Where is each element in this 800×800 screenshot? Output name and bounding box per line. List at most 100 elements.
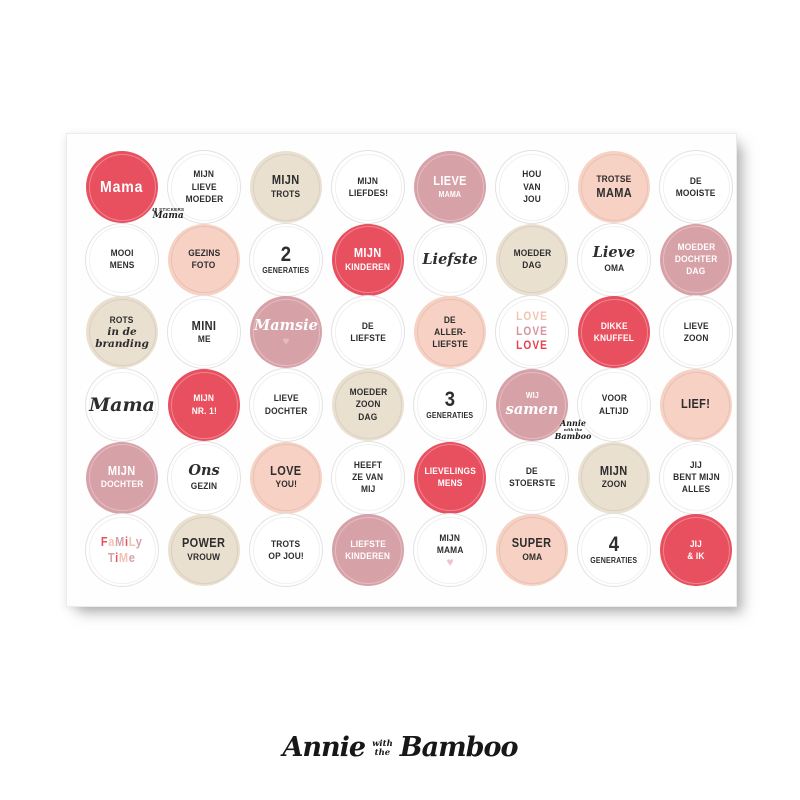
sticker-text-line: DE	[690, 175, 702, 187]
sticker-text-line: ALLES	[681, 484, 711, 496]
sticker-text-line: LOVE	[270, 463, 302, 478]
sticker-lievelings-mens: LIEVELINGS MENS	[414, 441, 486, 514]
sticker-text-line: MIJN	[439, 532, 461, 544]
sticker-text-line: KINDEREN	[345, 261, 391, 273]
sticker-4-generaties: 4 GENERATIES	[578, 514, 650, 587]
sticker-power-vrouw: POWER VROUW	[168, 514, 240, 587]
sticker-text-line: LIEFSTE	[432, 339, 468, 351]
sticker-text-line: TROTSE	[596, 174, 632, 186]
sticker-text-line: ZOON	[683, 332, 709, 344]
sticker-text-line: ME	[197, 334, 211, 346]
sticker-text-line: LIEVE	[683, 320, 709, 332]
sticker-text-line: TROTS	[271, 538, 301, 550]
sticker-text-line: LIEVE	[433, 173, 467, 188]
sticker-mijn-trots: MIJN TROTS	[250, 151, 322, 224]
mini-signature-annie: Annie	[560, 418, 586, 428]
sticker-love-love-love: LOVE LOVE LOVE	[496, 296, 568, 369]
sticker-text-line: FaMiLy	[101, 535, 143, 550]
sticker-text-line: branding	[95, 338, 149, 351]
sticker-text-line: ALLER-	[434, 326, 466, 338]
sticker-text-line: JOU	[523, 193, 541, 205]
sticker-text-line: & IK	[687, 550, 705, 562]
sticker-jij-en-ik: JIJ & IK	[660, 514, 732, 587]
sticker-lieve-dochter: LIEVE DOCHTER	[250, 369, 322, 442]
brand-name-annie: Annie	[282, 731, 366, 763]
sticker-text-line: MOEDER	[513, 248, 551, 260]
sticker-text-line: Ons	[188, 462, 220, 480]
sticker-ons-gezin: Ons GEZIN	[168, 441, 240, 514]
sticker-mijn-mama: MIJN MAMA ♥	[414, 514, 486, 587]
sticker-text-line: LIEVELINGS	[424, 465, 476, 477]
sticker-text-line: LIEVE	[191, 181, 217, 193]
sticker-text-line: ZOON	[601, 479, 627, 491]
sticker-moeder-zoon-dag: MOEDER ZOON DAG	[332, 369, 404, 442]
sticker-text-line: MIJN	[600, 463, 628, 478]
brand-logo: Annie with the Bamboo	[0, 724, 800, 770]
sticker-de-stoerste: DE STOERSTE	[496, 441, 568, 514]
sticker-text-line: LIEVE	[273, 393, 299, 405]
sticker-text-line: MIJ	[360, 484, 376, 496]
sticker-text-line: DIKKE	[600, 320, 628, 332]
sticker-text-line: LOVE	[516, 310, 548, 323]
sticker-text-line: MAMA	[438, 189, 462, 199]
sticker-liefste-kinderen: LIEFSTE KINDEREN	[332, 514, 404, 587]
sticker-text-line: DAG	[358, 411, 378, 423]
sticker-text-line: GEZIN	[190, 480, 218, 492]
sticker-mijn-kinderen: MIJN KINDEREN	[332, 223, 404, 296]
sticker-text-line: 2	[280, 242, 292, 266]
sticker-text-line: LOVE	[516, 340, 548, 353]
sticker-mijn-zoon: MIJN ZOON	[578, 441, 650, 514]
sticker-text-line: HEEFT	[353, 459, 383, 471]
sticker-text-line: MIJN	[272, 173, 300, 188]
sticker-text-line: ♥	[282, 333, 290, 348]
sticker-super-oma: SUPER OMA	[496, 514, 568, 587]
sticker-de-mooiste: DE MOOISTE	[660, 151, 732, 224]
sticker-mama: Mama	[86, 151, 158, 224]
sticker-text-line: SUPER	[512, 536, 552, 551]
brand-name-bamboo: Bamboo	[399, 731, 519, 763]
sticker-text-line: MIJN	[193, 393, 215, 405]
sticker-text-line: DOCHTER	[674, 254, 718, 266]
sticker-text-line: NR. 1!	[191, 405, 217, 417]
mini-signature-bamboo: Bamboo	[554, 431, 592, 442]
sticker-text-line: DE	[526, 465, 538, 477]
sticker-text-line: Liefste	[422, 250, 478, 268]
sticker-de-liefste: DE LIEFSTE	[332, 296, 404, 369]
sticker-heeft-ze-van-mij: HEEFT ZE VAN MIJ	[332, 441, 404, 514]
sticker-mijn-dochter: MIJN DOCHTER	[86, 441, 158, 514]
brand-name-with-the: with the	[372, 740, 393, 758]
sticker-text-line: MENS	[109, 260, 135, 272]
sticker-text-line: KNUFFEL	[593, 332, 635, 344]
sticker-text-line: DE	[362, 320, 374, 332]
sticker-text-line: MOEDER	[185, 193, 223, 205]
sticker-text-line: Mama	[100, 178, 144, 196]
sticker-text-line: GENERATIES	[426, 411, 474, 421]
sticker-text-line: 3	[444, 388, 456, 412]
sticker-trotse-mama: TROTSE MAMA	[578, 151, 650, 224]
sticker-3-generaties: 3 GENERATIES	[414, 369, 486, 442]
sticker-text-line: YOU!	[275, 479, 297, 491]
sticker-text-line: MOEDER	[349, 387, 387, 399]
sticker-text-line: LIEF!	[681, 397, 711, 412]
sticker-sheet: Mama MIJN LIEVE MOEDER MIJN TROTS MIJN LIEFDES!…	[66, 133, 737, 607]
sticker-text-line: VAN	[523, 181, 541, 193]
sticker-trots-op-jou: TROTS OP JOU!	[250, 514, 322, 587]
sticker-liefste: Liefste	[414, 223, 486, 296]
sticker-text-line: WIJ	[525, 391, 539, 401]
sticker-text-line: OMA	[603, 263, 625, 275]
sticker-family-time: FaMiLy TiMe	[86, 514, 158, 587]
sheet-count-label: 48 STICKERS Mama	[152, 207, 184, 221]
sticker-text-line: OMA	[521, 552, 543, 564]
sticker-text-line: FOTO	[192, 260, 216, 272]
sticker-text-line: GENERATIES	[262, 265, 310, 275]
sticker-text-line: MIJN	[108, 463, 136, 478]
sticker-mama-script: Mama	[86, 369, 158, 442]
sticker-grid: Mama MIJN LIEVE MOEDER MIJN TROTS MIJN LIEFDES!…	[81, 151, 737, 587]
sticker-text-line: POWER	[182, 536, 226, 551]
sticker-text-line: MOOISTE	[676, 187, 716, 199]
sticker-jij-bent-mijn-alles: JIJ BENT MIJN ALLES	[660, 441, 732, 514]
sticker-text-line: Mamsie	[254, 317, 318, 335]
sticker-text-line: MIJN	[357, 175, 379, 187]
sticker-wij-samen: WIJ samen	[496, 369, 568, 442]
sticker-text-line: VROUW	[187, 552, 221, 564]
